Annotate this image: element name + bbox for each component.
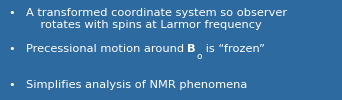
Text: is “frozen”: is “frozen” <box>201 44 264 54</box>
Text: A transformed coordinate system so observer
    rotates with spins at Larmor fre: A transformed coordinate system so obser… <box>26 8 287 30</box>
Text: Precessional motion around: Precessional motion around <box>26 44 187 54</box>
Text: •: • <box>9 44 15 54</box>
Text: •: • <box>9 8 15 18</box>
Text: Simplifies analysis of NMR phenomena: Simplifies analysis of NMR phenomena <box>26 80 247 90</box>
Text: B: B <box>187 44 196 54</box>
Text: •: • <box>9 80 15 90</box>
Text: o: o <box>196 52 201 61</box>
